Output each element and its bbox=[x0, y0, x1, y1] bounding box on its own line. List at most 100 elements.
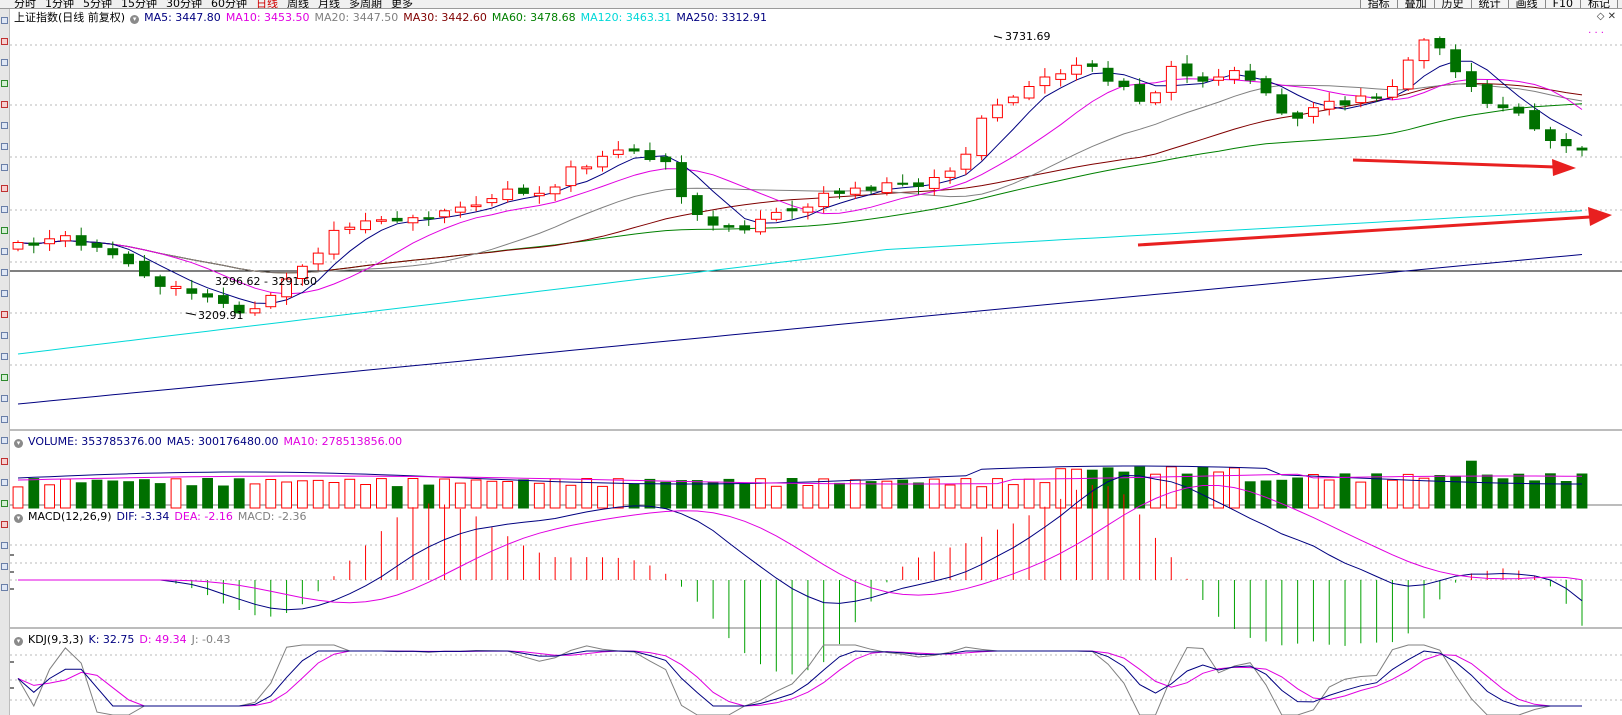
candle bbox=[944, 170, 956, 178]
toolbar-tool-icon[interactable] bbox=[1, 164, 8, 171]
chevron-down-icon[interactable]: ▾ bbox=[14, 514, 23, 523]
candle bbox=[691, 195, 703, 216]
volume-bar bbox=[565, 484, 577, 509]
candle bbox=[992, 104, 1003, 119]
candle bbox=[960, 153, 972, 170]
volume-bar bbox=[770, 485, 782, 509]
volume-bar bbox=[834, 482, 845, 509]
candle bbox=[1308, 107, 1319, 117]
toolbar-tool-icon[interactable] bbox=[1, 521, 8, 528]
volume-bar bbox=[1513, 473, 1525, 509]
toolbar-tool-icon[interactable] bbox=[1, 479, 8, 486]
candle bbox=[360, 220, 372, 231]
toolbar-tool-icon[interactable] bbox=[1, 227, 8, 234]
volume-bar bbox=[12, 486, 24, 509]
toolbar-tool-icon[interactable] bbox=[1, 332, 8, 339]
candle bbox=[139, 260, 150, 277]
candle bbox=[423, 217, 435, 220]
toolbar-tool-icon[interactable] bbox=[1, 122, 8, 129]
toolbar-tool-icon[interactable] bbox=[1, 80, 8, 87]
period-tab-10[interactable]: 更多 bbox=[391, 0, 413, 9]
legend-item: MACD(12,26,9) bbox=[28, 510, 112, 523]
dif-line bbox=[18, 474, 1583, 611]
toolbar-tool-icon[interactable] bbox=[1, 584, 8, 591]
volume-bar bbox=[470, 479, 482, 509]
period-tab-7[interactable]: 周线 bbox=[287, 0, 309, 9]
candle bbox=[91, 242, 103, 248]
candle bbox=[470, 204, 482, 208]
toolbar-tool-icon[interactable] bbox=[1, 290, 8, 297]
candle bbox=[1134, 84, 1146, 102]
candle bbox=[1402, 59, 1414, 90]
volume-bar bbox=[249, 483, 261, 509]
chevron-down-icon[interactable]: ▾ bbox=[14, 439, 23, 448]
toolbar-tool-icon[interactable] bbox=[1, 143, 8, 150]
candle bbox=[1450, 49, 1461, 73]
period-tab-0[interactable]: 分时 bbox=[14, 0, 36, 9]
toolbar-tool-icon[interactable] bbox=[1, 17, 8, 24]
toolbar-tool-icon[interactable] bbox=[1, 101, 8, 108]
legend-item: MA30: 3442.60 bbox=[403, 11, 487, 24]
toolbar-tool-icon[interactable] bbox=[1, 563, 8, 570]
toolbar-tool-icon[interactable] bbox=[1, 353, 8, 360]
ma10-line bbox=[17, 78, 1583, 295]
trend-arrow-lower-head bbox=[1588, 207, 1612, 226]
candle bbox=[123, 253, 134, 265]
chevron-down-icon[interactable]: ▾ bbox=[130, 15, 140, 24]
more-icon[interactable]: · · · bbox=[1588, 28, 1604, 39]
toolbar-tool-icon[interactable] bbox=[1, 311, 8, 318]
candle bbox=[1244, 70, 1256, 81]
toolbar-tool-icon[interactable] bbox=[1, 542, 8, 549]
volume-bar bbox=[44, 484, 56, 509]
volume-bar bbox=[581, 478, 593, 509]
volume-bar bbox=[628, 483, 640, 509]
volume-bar bbox=[170, 478, 182, 509]
high-label: 3731.69 bbox=[1005, 30, 1051, 43]
ma250-line bbox=[17, 254, 1583, 405]
candle bbox=[154, 276, 166, 287]
toolbar-tool-icon[interactable] bbox=[1, 206, 8, 213]
period-tab-4[interactable]: 30分钟 bbox=[166, 0, 202, 9]
toolbar-tool-icon[interactable] bbox=[1, 500, 8, 507]
candle bbox=[170, 285, 182, 289]
main-legend-title: 上证指数(日线 前复权) bbox=[14, 11, 126, 24]
toolbar-tool-icon[interactable] bbox=[1, 374, 8, 381]
volume-bar bbox=[786, 478, 798, 509]
toolbar-tool-icon[interactable] bbox=[1, 437, 8, 444]
candle bbox=[1387, 86, 1398, 98]
candle bbox=[1213, 76, 1224, 81]
volume-bar bbox=[818, 478, 830, 509]
candle bbox=[1434, 38, 1446, 49]
period-tab-2[interactable]: 5分钟 bbox=[83, 0, 112, 9]
legend-item: D: 49.34 bbox=[139, 633, 187, 646]
volume-bar bbox=[1402, 473, 1414, 509]
toolbar-tool-icon[interactable] bbox=[1, 395, 8, 402]
candle bbox=[1355, 95, 1367, 104]
candle bbox=[707, 216, 719, 226]
period-tab-8[interactable]: 月线 bbox=[318, 0, 340, 9]
period-tab-9[interactable]: 多周期 bbox=[349, 0, 382, 9]
chevron-down-icon[interactable]: ▾ bbox=[14, 637, 23, 646]
toolbar-tool-icon[interactable] bbox=[1, 59, 8, 66]
candle bbox=[1071, 64, 1082, 75]
toolbar-tool-icon[interactable] bbox=[1, 458, 8, 465]
candle bbox=[1339, 100, 1351, 106]
volume-bar bbox=[1292, 477, 1303, 509]
expand-icon[interactable]: ◇ ✕ bbox=[1596, 11, 1616, 22]
period-tab-6[interactable]: 日线 bbox=[256, 0, 278, 9]
toolbar-tool-icon[interactable] bbox=[1, 248, 8, 255]
toolbar-tool-icon[interactable] bbox=[1, 38, 8, 45]
volume-bar bbox=[1260, 480, 1272, 509]
candle bbox=[281, 278, 293, 298]
toolbar-tool-icon[interactable] bbox=[1, 269, 8, 276]
tool-tab-6[interactable]: 标记 bbox=[1580, 0, 1618, 8]
period-tab-1[interactable]: 1分钟 bbox=[45, 0, 74, 9]
legend-item: MA10: 3453.50 bbox=[225, 11, 310, 24]
volume-bar bbox=[881, 480, 893, 509]
toolbar-tool-icon[interactable] bbox=[1, 416, 8, 423]
volume-bar bbox=[1213, 471, 1224, 509]
toolbar-tool-icon[interactable] bbox=[1, 185, 8, 192]
volume-bar bbox=[502, 481, 514, 509]
period-tab-3[interactable]: 15分钟 bbox=[121, 0, 157, 9]
period-tab-5[interactable]: 60分钟 bbox=[211, 0, 247, 9]
